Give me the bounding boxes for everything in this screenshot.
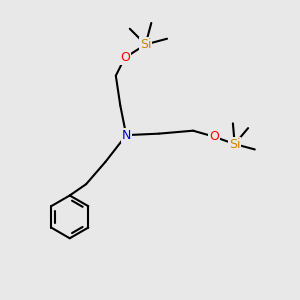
Text: O: O [120, 51, 130, 64]
Text: O: O [209, 130, 219, 143]
Text: Si: Si [140, 38, 151, 51]
Text: N: N [122, 129, 131, 142]
Text: Si: Si [229, 138, 241, 151]
